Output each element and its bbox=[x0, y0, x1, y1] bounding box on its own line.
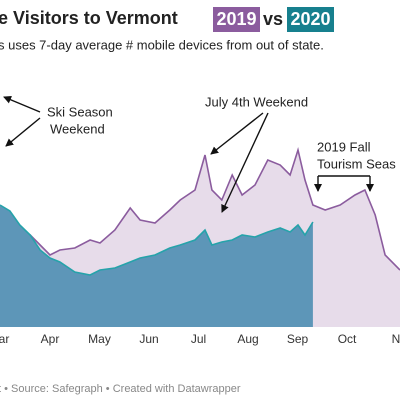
arrow bbox=[5, 117, 41, 147]
badge bbox=[213, 7, 260, 32]
x-tick-label: May bbox=[88, 332, 111, 346]
badge-text: 2019 bbox=[216, 9, 256, 29]
arrow bbox=[221, 112, 269, 213]
footer: t • Source: Safegraph • Created with Dat… bbox=[0, 383, 241, 395]
x-tick-label: Jun bbox=[139, 332, 158, 346]
area bbox=[0, 205, 313, 327]
x-tick-label: Oct bbox=[338, 332, 357, 346]
annotation: Weekend bbox=[50, 121, 105, 136]
title-joiner: vs bbox=[263, 9, 283, 29]
badge-text: 2020 bbox=[290, 9, 330, 29]
line bbox=[0, 146, 400, 271]
annotation: 2019 Fall bbox=[317, 139, 371, 154]
x-tick-label: Sep bbox=[287, 332, 309, 346]
x-tick-label: N bbox=[392, 332, 400, 346]
x-tick-label: Jul bbox=[191, 332, 206, 346]
arrow bbox=[210, 112, 264, 155]
annotation: July 4th Weekend bbox=[205, 94, 308, 109]
x-tick-label: Apr bbox=[41, 332, 60, 346]
annotation: Tourism Seas bbox=[317, 156, 396, 171]
arrow bbox=[3, 96, 41, 113]
x-tick-label: ar bbox=[0, 332, 9, 346]
annotation: Ski Season bbox=[47, 104, 113, 119]
x-tick-label: Aug bbox=[237, 332, 258, 346]
line bbox=[0, 204, 314, 276]
plot-area bbox=[0, 146, 400, 327]
subtitle: s uses 7-day average # mobile devices fr… bbox=[0, 37, 324, 52]
chart-title: e Visitors to Vermont bbox=[0, 8, 178, 28]
badge bbox=[287, 7, 334, 32]
